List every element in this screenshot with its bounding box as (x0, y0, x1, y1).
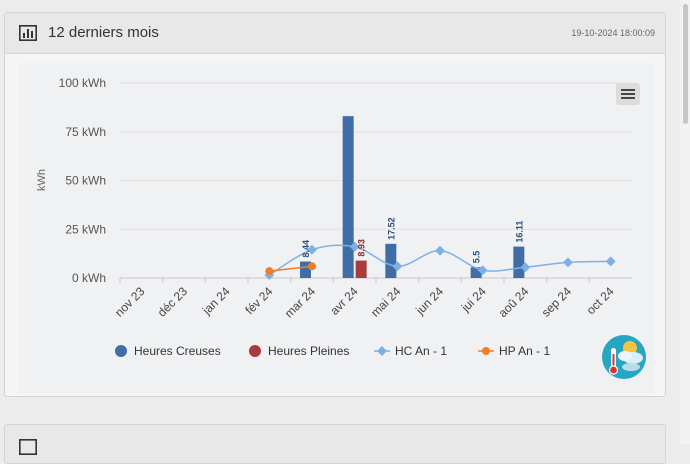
x-tick-label: avr 24 (327, 284, 361, 318)
next-card-header (4, 424, 666, 464)
bar-chart-icon (19, 439, 37, 455)
point-hp-an-1 (265, 267, 274, 276)
point-hc-an-1 (605, 256, 616, 267)
weather-thermometer-icon (602, 335, 646, 379)
bar-heures-creuses (300, 261, 311, 278)
scrollbar-thumb[interactable] (683, 4, 688, 124)
y-tick-label: 50 kWh (65, 174, 106, 188)
x-tick-label: aoû 24 (496, 284, 532, 320)
data-label: 17.52 (386, 217, 396, 240)
y-tick-label: 25 kWh (65, 222, 106, 236)
legend-symbol (249, 345, 261, 357)
legend-item[interactable]: HC An - 1 (374, 344, 447, 358)
y-axis-label: kWh (36, 169, 48, 191)
x-tick-label: oct 24 (584, 284, 617, 317)
bar-heures-creuses (385, 243, 397, 278)
point-hc-an-1 (477, 265, 488, 276)
point-hp-an-1 (308, 262, 316, 271)
last-update-timestamp: 19-10-2024 18:00:09 (571, 28, 655, 38)
chart-card: 12 derniers mois 19-10-2024 18:00:09 (4, 12, 666, 397)
bar-heures-creuses (470, 267, 482, 278)
legend-symbol (377, 346, 387, 356)
bar-heures-creuses (513, 246, 525, 278)
point-hc-an-1 (563, 257, 573, 268)
legend-item[interactable]: Heures Pleines (249, 344, 349, 358)
consumption-chart: 0 kWh 25 kWh 50 kWh 75 kWh 100 kWh kWh nov 23 d… (36, 76, 632, 358)
legend-item[interactable]: Heures Creuses (115, 344, 221, 358)
legend-item[interactable]: HP An - 1 (478, 344, 550, 358)
point-hc-an-1 (392, 261, 403, 272)
x-tick-label: sep 24 (539, 284, 575, 320)
legend-label: HC An - 1 (395, 344, 447, 358)
card-title: 12 derniers mois (48, 24, 159, 41)
bar-chart-icon (19, 25, 37, 41)
x-tick-label: fév 24 (242, 284, 275, 317)
page-scrollbar[interactable] (680, 0, 690, 444)
legend-symbol (482, 347, 490, 355)
data-label: 5.5 (472, 251, 482, 264)
legend-label: Heures Pleines (268, 344, 349, 358)
x-tick-label: nov 23 (112, 284, 148, 320)
y-tick-label: 75 kWh (65, 125, 106, 139)
card-header: 12 derniers mois 19-10-2024 18:00:09 (5, 13, 665, 54)
legend-symbol (115, 345, 127, 357)
bar-heures-creuses (342, 116, 354, 279)
y-tick-label: 100 kWh (59, 76, 106, 90)
bar-heures-pleines (355, 260, 367, 278)
data-label: 16.11 (514, 221, 524, 243)
legend-label: Heures Creuses (134, 344, 221, 358)
point-hc-an-1 (520, 262, 531, 273)
legend-label: HP An - 1 (499, 344, 550, 358)
x-tick-label: mar 24 (282, 284, 319, 321)
x-tick-label: jui 24 (458, 284, 489, 315)
data-label: 8.93 (357, 239, 367, 257)
point-hc-an-1 (307, 244, 317, 255)
y-tick-label: 0 kWh (72, 271, 106, 285)
x-tick-label: mai 24 (368, 284, 404, 320)
data-label: 8.44 (301, 240, 311, 258)
x-tick-label: jan 24 (199, 284, 233, 318)
point-hc-an-1 (349, 241, 360, 252)
plot-background (19, 63, 655, 393)
hamburger-menu-icon[interactable] (616, 83, 640, 105)
point-hc-an-1 (435, 245, 445, 256)
x-tick-label: jun 24 (412, 284, 446, 318)
x-tick-label: déc 23 (155, 284, 191, 320)
